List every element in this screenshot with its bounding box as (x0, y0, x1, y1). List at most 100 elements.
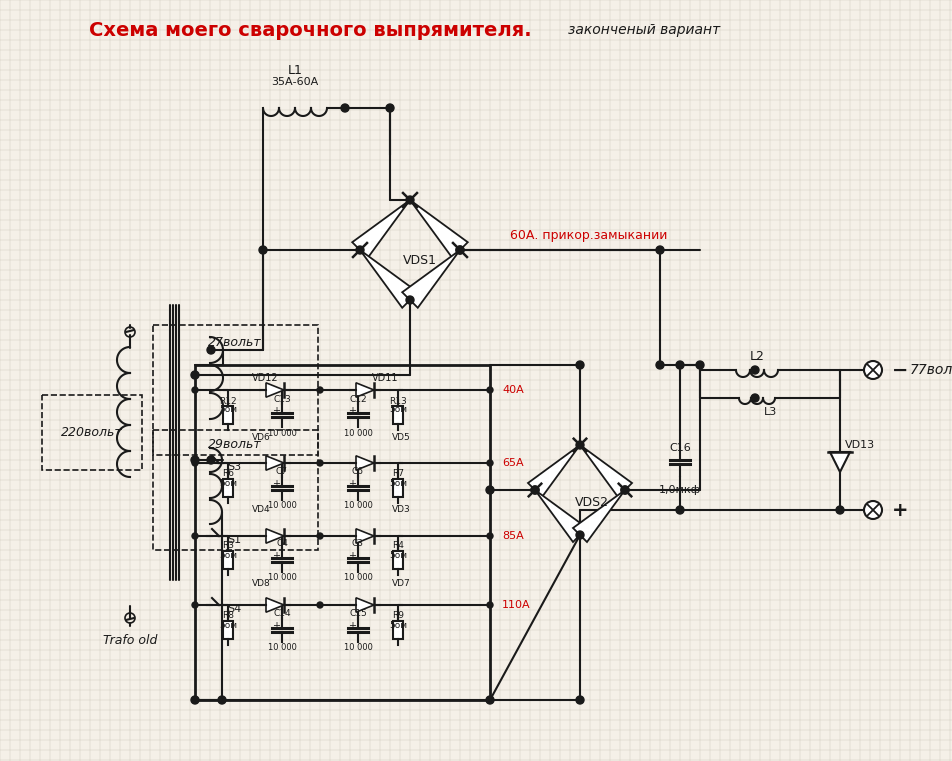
Polygon shape (403, 250, 460, 307)
Text: 5ом: 5ом (389, 620, 407, 629)
Circle shape (751, 394, 759, 402)
Circle shape (656, 361, 664, 369)
Text: C7: C7 (276, 467, 288, 476)
Circle shape (696, 361, 704, 369)
Text: +: + (348, 621, 356, 631)
Text: VD7: VD7 (392, 578, 410, 587)
Text: 29вольт: 29вольт (208, 438, 262, 451)
Text: 60А. прикор.замыкании: 60А. прикор.замыкании (510, 228, 667, 241)
Polygon shape (356, 529, 374, 543)
Circle shape (406, 296, 414, 304)
Text: 77вольт: 77вольт (910, 363, 952, 377)
Text: VD8: VD8 (252, 578, 270, 587)
Bar (393, 551, 403, 569)
Bar (153, 325, 318, 455)
Text: 5ом: 5ом (219, 550, 237, 559)
Circle shape (218, 696, 226, 704)
Text: +: + (892, 501, 908, 520)
Polygon shape (580, 445, 632, 497)
Text: 5ом: 5ом (389, 479, 407, 488)
Circle shape (317, 533, 323, 539)
Text: 5ом: 5ом (389, 550, 407, 559)
Text: VD11: VD11 (371, 373, 398, 383)
Circle shape (487, 602, 493, 608)
Text: VD13: VD13 (845, 440, 875, 450)
Text: 10 000: 10 000 (268, 428, 296, 438)
Text: 110А: 110А (502, 600, 530, 610)
Circle shape (207, 456, 215, 464)
Circle shape (259, 246, 267, 254)
Text: 10 000: 10 000 (344, 644, 372, 652)
Bar (223, 406, 233, 424)
Text: R3: R3 (222, 542, 234, 550)
Circle shape (192, 602, 198, 608)
Polygon shape (266, 456, 284, 470)
Text: −: − (892, 361, 908, 380)
Bar (153, 430, 318, 550)
Circle shape (456, 246, 464, 254)
Text: 10 000: 10 000 (344, 574, 372, 582)
Text: 35А-60А: 35А-60А (271, 77, 319, 87)
Text: R13: R13 (389, 396, 407, 406)
Text: 40А: 40А (502, 385, 524, 395)
Text: L2: L2 (749, 351, 764, 364)
Text: C12: C12 (349, 394, 367, 403)
Circle shape (576, 696, 584, 704)
Text: VD12: VD12 (252, 373, 279, 383)
Text: 5ом: 5ом (219, 620, 237, 629)
Circle shape (386, 104, 394, 112)
Text: VDS2: VDS2 (575, 495, 609, 508)
Polygon shape (266, 598, 284, 612)
Circle shape (576, 361, 584, 369)
Text: VD3: VD3 (392, 505, 410, 514)
Polygon shape (410, 200, 467, 258)
Text: +: + (272, 551, 280, 561)
Polygon shape (266, 383, 284, 397)
Circle shape (192, 533, 198, 539)
Circle shape (356, 246, 364, 254)
Circle shape (836, 506, 844, 514)
Text: S4: S4 (227, 604, 241, 614)
Circle shape (576, 531, 584, 539)
Circle shape (191, 371, 199, 379)
Circle shape (486, 696, 494, 704)
Text: Схема моего сварочного выпрямителя.: Схема моего сварочного выпрямителя. (89, 21, 531, 40)
Text: 10 000: 10 000 (268, 644, 296, 652)
Circle shape (864, 361, 882, 379)
Circle shape (576, 441, 584, 449)
Bar (223, 551, 233, 569)
Circle shape (341, 104, 349, 112)
Circle shape (317, 602, 323, 608)
Text: +: + (348, 406, 356, 416)
Polygon shape (352, 200, 410, 258)
Text: C16: C16 (669, 443, 691, 453)
Circle shape (487, 460, 493, 466)
Text: 85А: 85А (502, 531, 524, 541)
Circle shape (487, 533, 493, 539)
Circle shape (317, 387, 323, 393)
Text: S1: S1 (227, 535, 241, 545)
Text: +: + (272, 406, 280, 416)
Text: +: + (348, 551, 356, 561)
Text: 1,0мкф: 1,0мкф (659, 485, 701, 495)
Text: C14: C14 (273, 610, 290, 619)
Circle shape (317, 460, 323, 466)
Circle shape (456, 246, 464, 254)
Text: +: + (272, 479, 280, 489)
Text: C15: C15 (349, 610, 367, 619)
Text: C4: C4 (276, 540, 288, 549)
Bar (393, 406, 403, 424)
Text: R8: R8 (222, 612, 234, 620)
Circle shape (192, 460, 198, 466)
Bar (223, 621, 233, 639)
Text: 5ом: 5ом (219, 406, 237, 415)
Polygon shape (356, 383, 374, 397)
Text: 220вольт: 220вольт (61, 425, 123, 438)
Bar (195, 365, 490, 700)
Text: R7: R7 (392, 470, 404, 479)
Circle shape (864, 501, 882, 519)
Text: L1: L1 (288, 63, 303, 77)
Polygon shape (266, 529, 284, 543)
Circle shape (621, 486, 629, 494)
Text: VD5: VD5 (392, 432, 410, 441)
